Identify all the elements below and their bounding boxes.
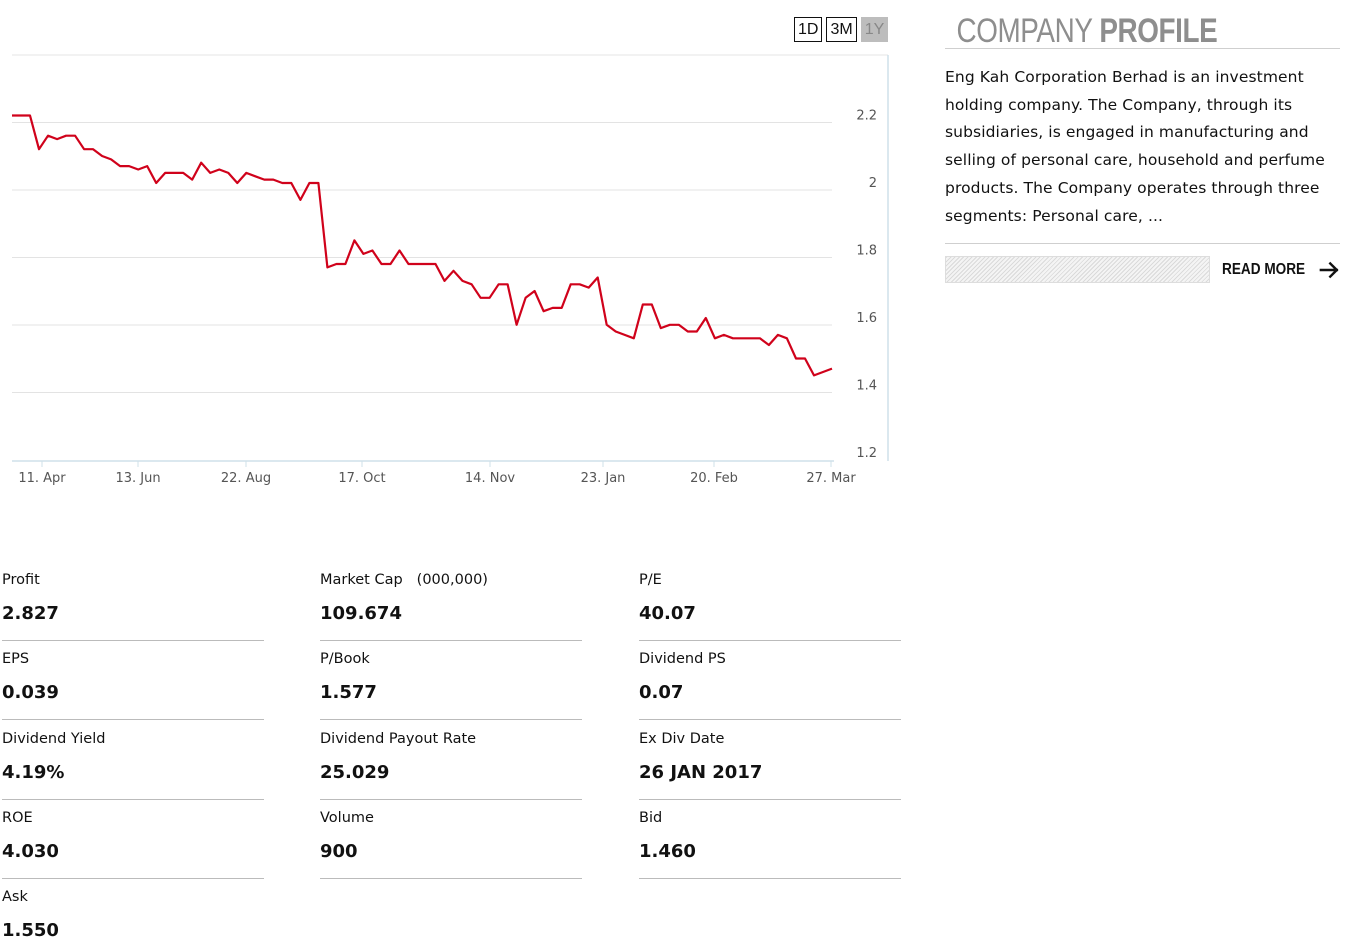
stat-label: Dividend PS xyxy=(639,651,726,667)
stat-value: 109.674 xyxy=(320,603,402,624)
stat-label: Volume xyxy=(320,810,374,826)
stat-value: 900 xyxy=(320,841,358,862)
hatch-decoration xyxy=(945,256,1210,284)
range-3m-button[interactable]: 3M xyxy=(826,17,857,42)
divider xyxy=(639,719,901,720)
divider xyxy=(639,799,901,800)
profile-title-bold: PROFILE xyxy=(1099,12,1218,50)
stat-label: Dividend Yield xyxy=(2,731,106,747)
stat-label: P/Book xyxy=(320,651,370,667)
y-tick-label: 1.2 xyxy=(856,446,877,461)
divider xyxy=(2,878,264,879)
divider xyxy=(945,243,1340,245)
stat-label: Profit xyxy=(2,572,40,588)
divider xyxy=(320,719,582,720)
x-tick-label: 17. Oct xyxy=(338,471,385,486)
x-tick-label: 22. Aug xyxy=(221,471,271,486)
stat-value: 40.07 xyxy=(639,603,696,624)
price-series-line xyxy=(12,114,833,377)
stat-label: EPS xyxy=(2,651,30,667)
stat-value: 0.07 xyxy=(639,682,684,703)
range-1y-button[interactable]: 1Y xyxy=(860,17,889,42)
stat-payout-rate: Dividend Payout Rate 25.029 xyxy=(320,730,582,800)
stat-label: Market Cap (000,000) xyxy=(320,571,582,589)
stat-market-cap: Market Cap (000,000) 109.674 xyxy=(320,571,582,641)
stat-eps: EPS 0.039 xyxy=(2,650,264,720)
read-more-row: READ MORE xyxy=(945,256,1340,284)
divider xyxy=(945,48,1340,49)
stat-profit: Profit 2.827 xyxy=(2,571,264,641)
y-tick-label: 2 xyxy=(869,176,877,191)
stat-value: 0.039 xyxy=(2,682,59,703)
stat-label: Bid xyxy=(639,810,663,826)
price-chart: 2.2 2 1.8 1.6 1.4 1.2 11. Apr 13. Jun 22. Aug 17.… xyxy=(12,54,889,486)
x-tick-label: 23. Jan xyxy=(581,471,626,486)
company-profile: COMPANY PROFILE Eng Kah Corporation Berh… xyxy=(945,12,1340,284)
stat-label-text: Market Cap xyxy=(320,572,403,588)
stat-label: Ask xyxy=(2,889,28,905)
stat-label: Dividend Payout Rate xyxy=(320,731,477,747)
stat-roe: ROE 4.030 xyxy=(2,809,264,879)
profile-description: Eng Kah Corporation Berhad is an investm… xyxy=(945,68,1325,225)
x-tick-label: 11. Apr xyxy=(18,471,66,486)
range-selector: 1D 3M 1Y xyxy=(794,17,889,42)
stat-volume: Volume 900 xyxy=(320,809,582,879)
stat-label: Ex Div Date xyxy=(639,731,725,747)
y-tick-label: 1.8 xyxy=(856,244,877,259)
divider xyxy=(320,878,582,879)
x-tick-label: 20. Feb xyxy=(690,471,738,486)
y-tick-label: 1.4 xyxy=(856,379,877,394)
x-tick-label: 27. Mar xyxy=(806,471,856,486)
stat-label: ROE xyxy=(2,810,33,826)
y-tick-label: 1.6 xyxy=(856,311,877,326)
stat-value: 1.577 xyxy=(320,682,377,703)
divider xyxy=(639,640,901,641)
divider xyxy=(320,640,582,641)
stat-ex-div-date: Ex Div Date 26 JAN 2017 xyxy=(639,730,901,800)
stat-value: 2.827 xyxy=(2,603,59,624)
stat-bid: Bid 1.460 xyxy=(639,809,901,879)
stat-pe: P/E 40.07 xyxy=(639,571,901,641)
x-tick-label: 13. Jun xyxy=(115,471,160,486)
stat-label: P/E xyxy=(639,572,662,588)
stat-dividend-ps: Dividend PS 0.07 xyxy=(639,650,901,720)
stat-value: 4.19% xyxy=(2,762,65,783)
y-tick-label: 2.2 xyxy=(856,109,877,124)
divider xyxy=(2,719,264,720)
stat-dividend-yield: Dividend Yield 4.19% xyxy=(2,730,264,800)
stat-value: 4.030 xyxy=(2,841,59,862)
stat-unit: (000,000) xyxy=(416,572,488,588)
profile-title-light: COMPANY xyxy=(956,12,1093,50)
divider xyxy=(320,799,582,800)
divider xyxy=(2,640,264,641)
x-tick-label: 14. Nov xyxy=(465,471,515,486)
divider xyxy=(2,799,264,800)
divider xyxy=(639,878,901,879)
stat-value: 1.460 xyxy=(639,841,696,862)
stat-pbook: P/Book 1.577 xyxy=(320,650,582,720)
stat-value: 1.550 xyxy=(2,920,59,941)
range-1d-button[interactable]: 1D xyxy=(794,17,823,42)
stat-value: 25.029 xyxy=(320,762,390,783)
arrow-right-icon[interactable] xyxy=(1319,259,1340,281)
read-more-link[interactable]: READ MORE xyxy=(1221,260,1305,278)
stat-ask: Ask 1.550 xyxy=(2,888,264,942)
stat-value: 26 JAN 2017 xyxy=(639,762,763,783)
profile-title: COMPANY PROFILE xyxy=(945,12,1269,50)
